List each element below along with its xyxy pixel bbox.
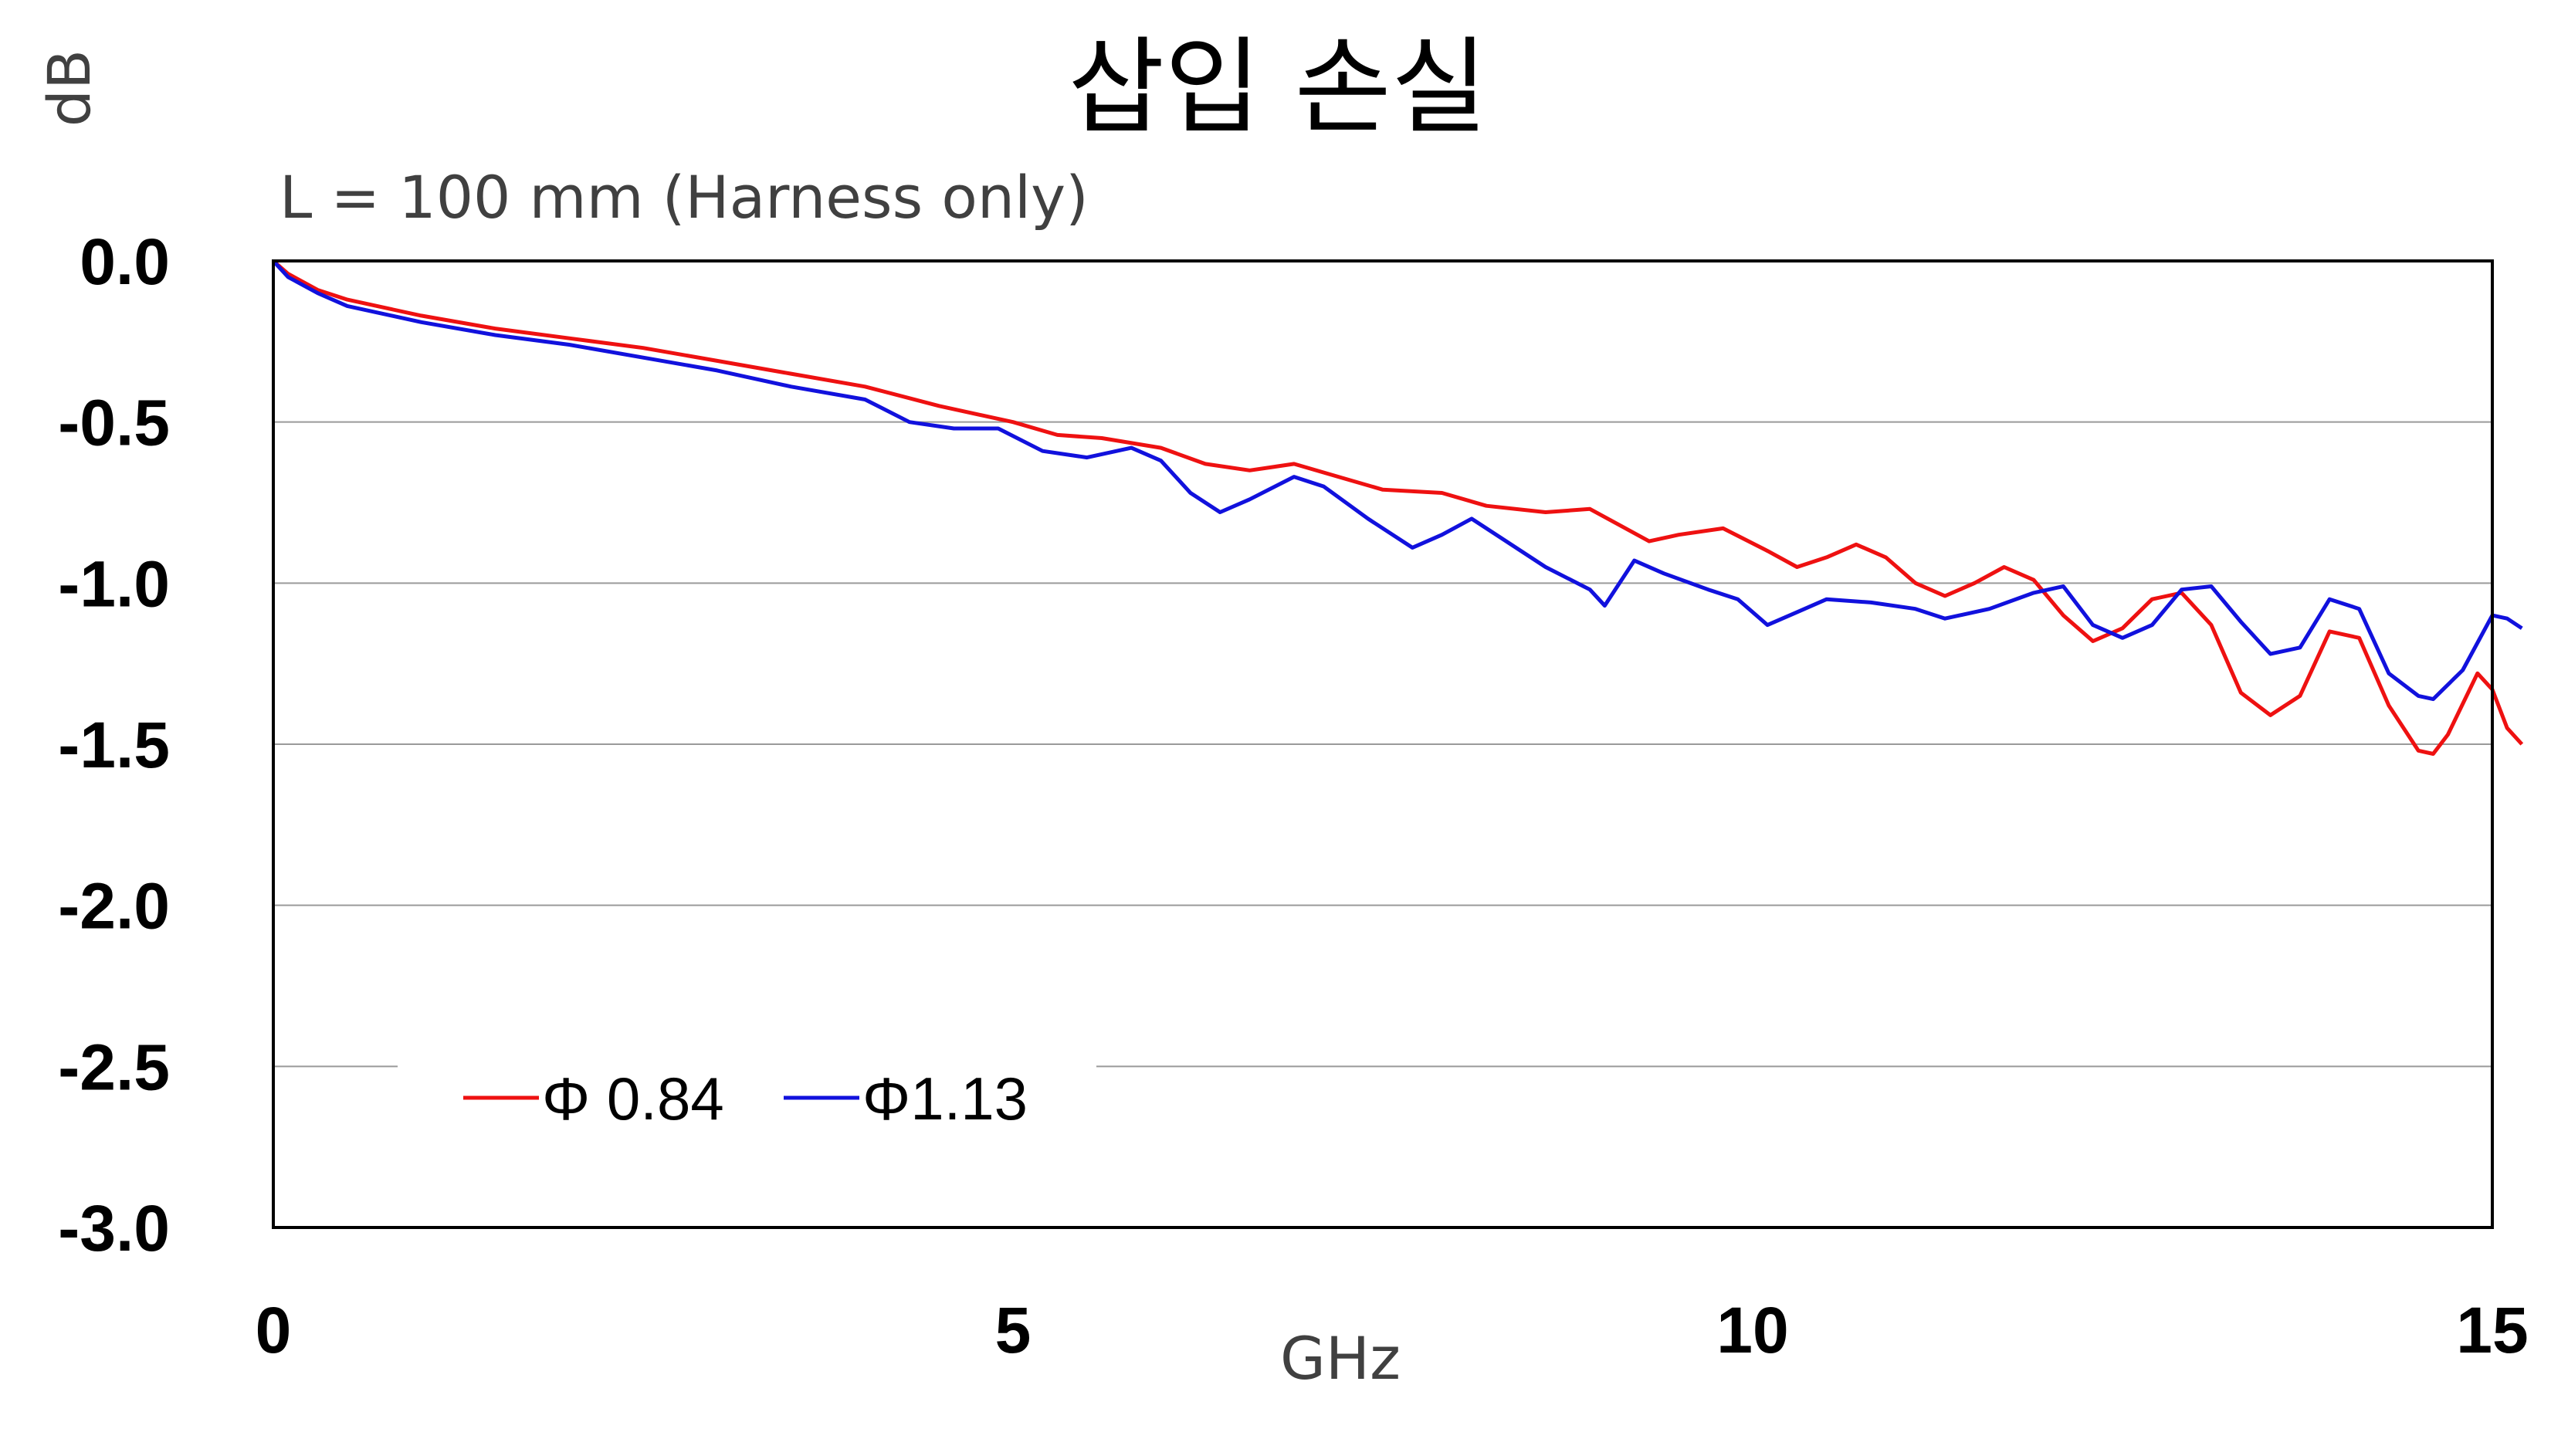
legend-label-2: Φ1.13 [862,1065,1028,1133]
series-line-1 [272,259,2524,756]
chart-title: 삽입 손실 [1068,27,1488,149]
x-tick-label: 5 [995,1294,1032,1366]
y-tick-label: -0.5 [58,387,170,459]
plot-frame [272,259,2494,1229]
y-tick-label: -2.5 [58,1031,170,1103]
x-tick-labels: 0 5 10 15 [256,1294,2529,1366]
x-tick-label: 10 [1716,1294,1788,1366]
x-tick-label: 0 [256,1294,292,1366]
y-tick-label: -2.0 [58,870,170,943]
y-tick-label: -1.5 [58,709,170,781]
y-tick-label: -3.0 [58,1192,170,1265]
y-tick-label: -1.0 [58,547,170,620]
x-axis-label: GHz [1280,1324,1401,1393]
y-tick-labels: 0.0 -0.5 -1.0 -1.5 -2.0 -2.5 -3.0 [58,225,170,1265]
chart-subtitle: L = 100 mm (Harness only) [279,163,1089,232]
gridlines [273,421,2492,1068]
legend: Φ 0.84 Φ1.13 [463,1065,1028,1133]
y-tick-label: 0.0 [80,225,170,298]
series-line-2 [272,259,2523,702]
y-axis-label: dB [35,49,103,127]
x-tick-label: 15 [2456,1294,2528,1366]
series-layer [272,259,2524,756]
legend-label-1: Φ 0.84 [542,1065,724,1133]
